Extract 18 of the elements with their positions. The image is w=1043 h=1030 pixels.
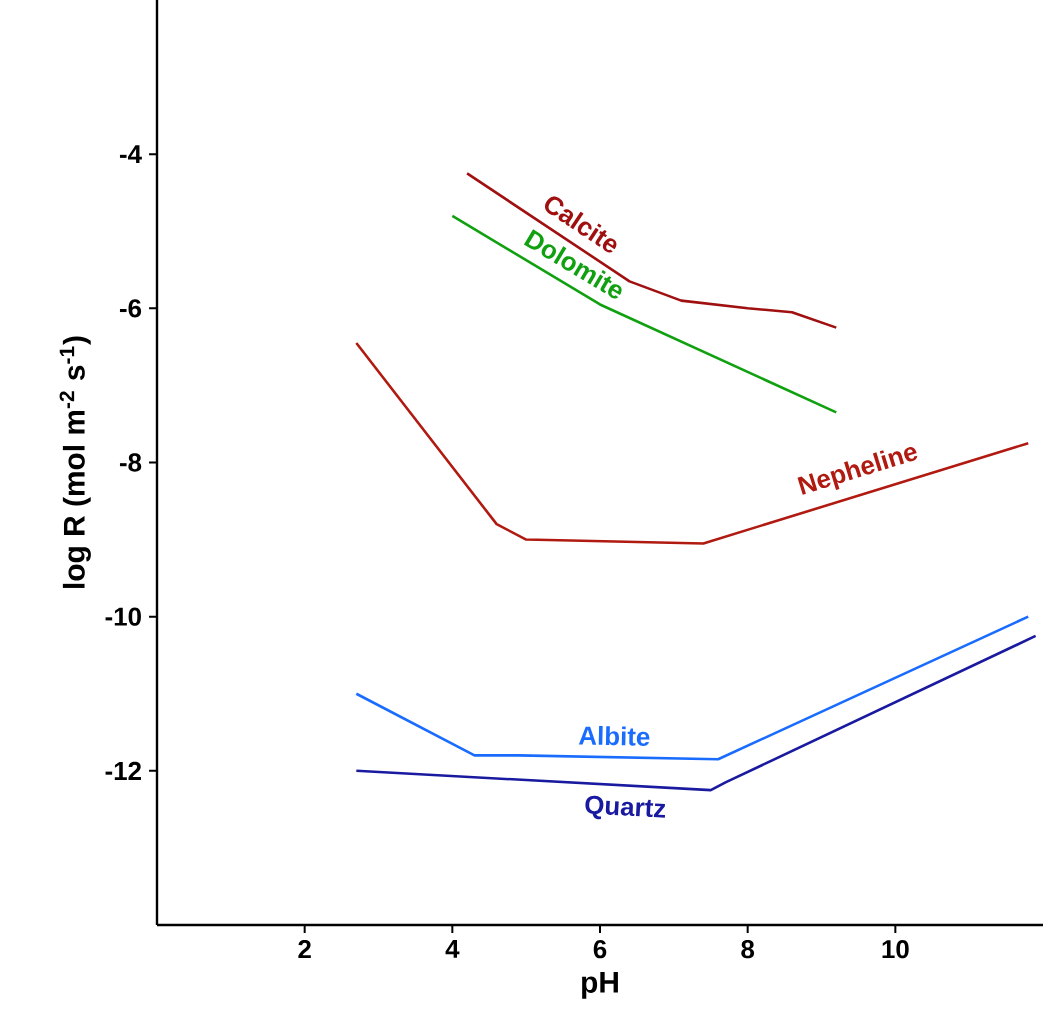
y-tick-label: -12 [105, 761, 141, 780]
line-series [465, 172, 838, 329]
y-axis-title: log R (mol m$^{-2}$ s$^{-1}$) [59, 336, 91, 588]
line-series [355, 341, 1030, 545]
y-tick-label: -6 [119, 299, 142, 318]
y-tick-label: -8 [119, 453, 142, 472]
x-tick-label: 4 [445, 940, 460, 958]
y-tick-label: -10 [105, 607, 141, 626]
x-tick-label: 2 [298, 940, 311, 959]
series-label: Quartz [585, 795, 666, 820]
x-axis-title: pH [582, 972, 618, 999]
line-series [355, 634, 1037, 792]
x-tick-label: 10 [882, 940, 909, 959]
line-series [355, 615, 1030, 761]
series-label: Albite [578, 726, 650, 746]
y-tick-label: -4 [119, 145, 142, 164]
x-tick-label: 6 [593, 940, 607, 959]
x-tick-label: 8 [741, 940, 755, 959]
